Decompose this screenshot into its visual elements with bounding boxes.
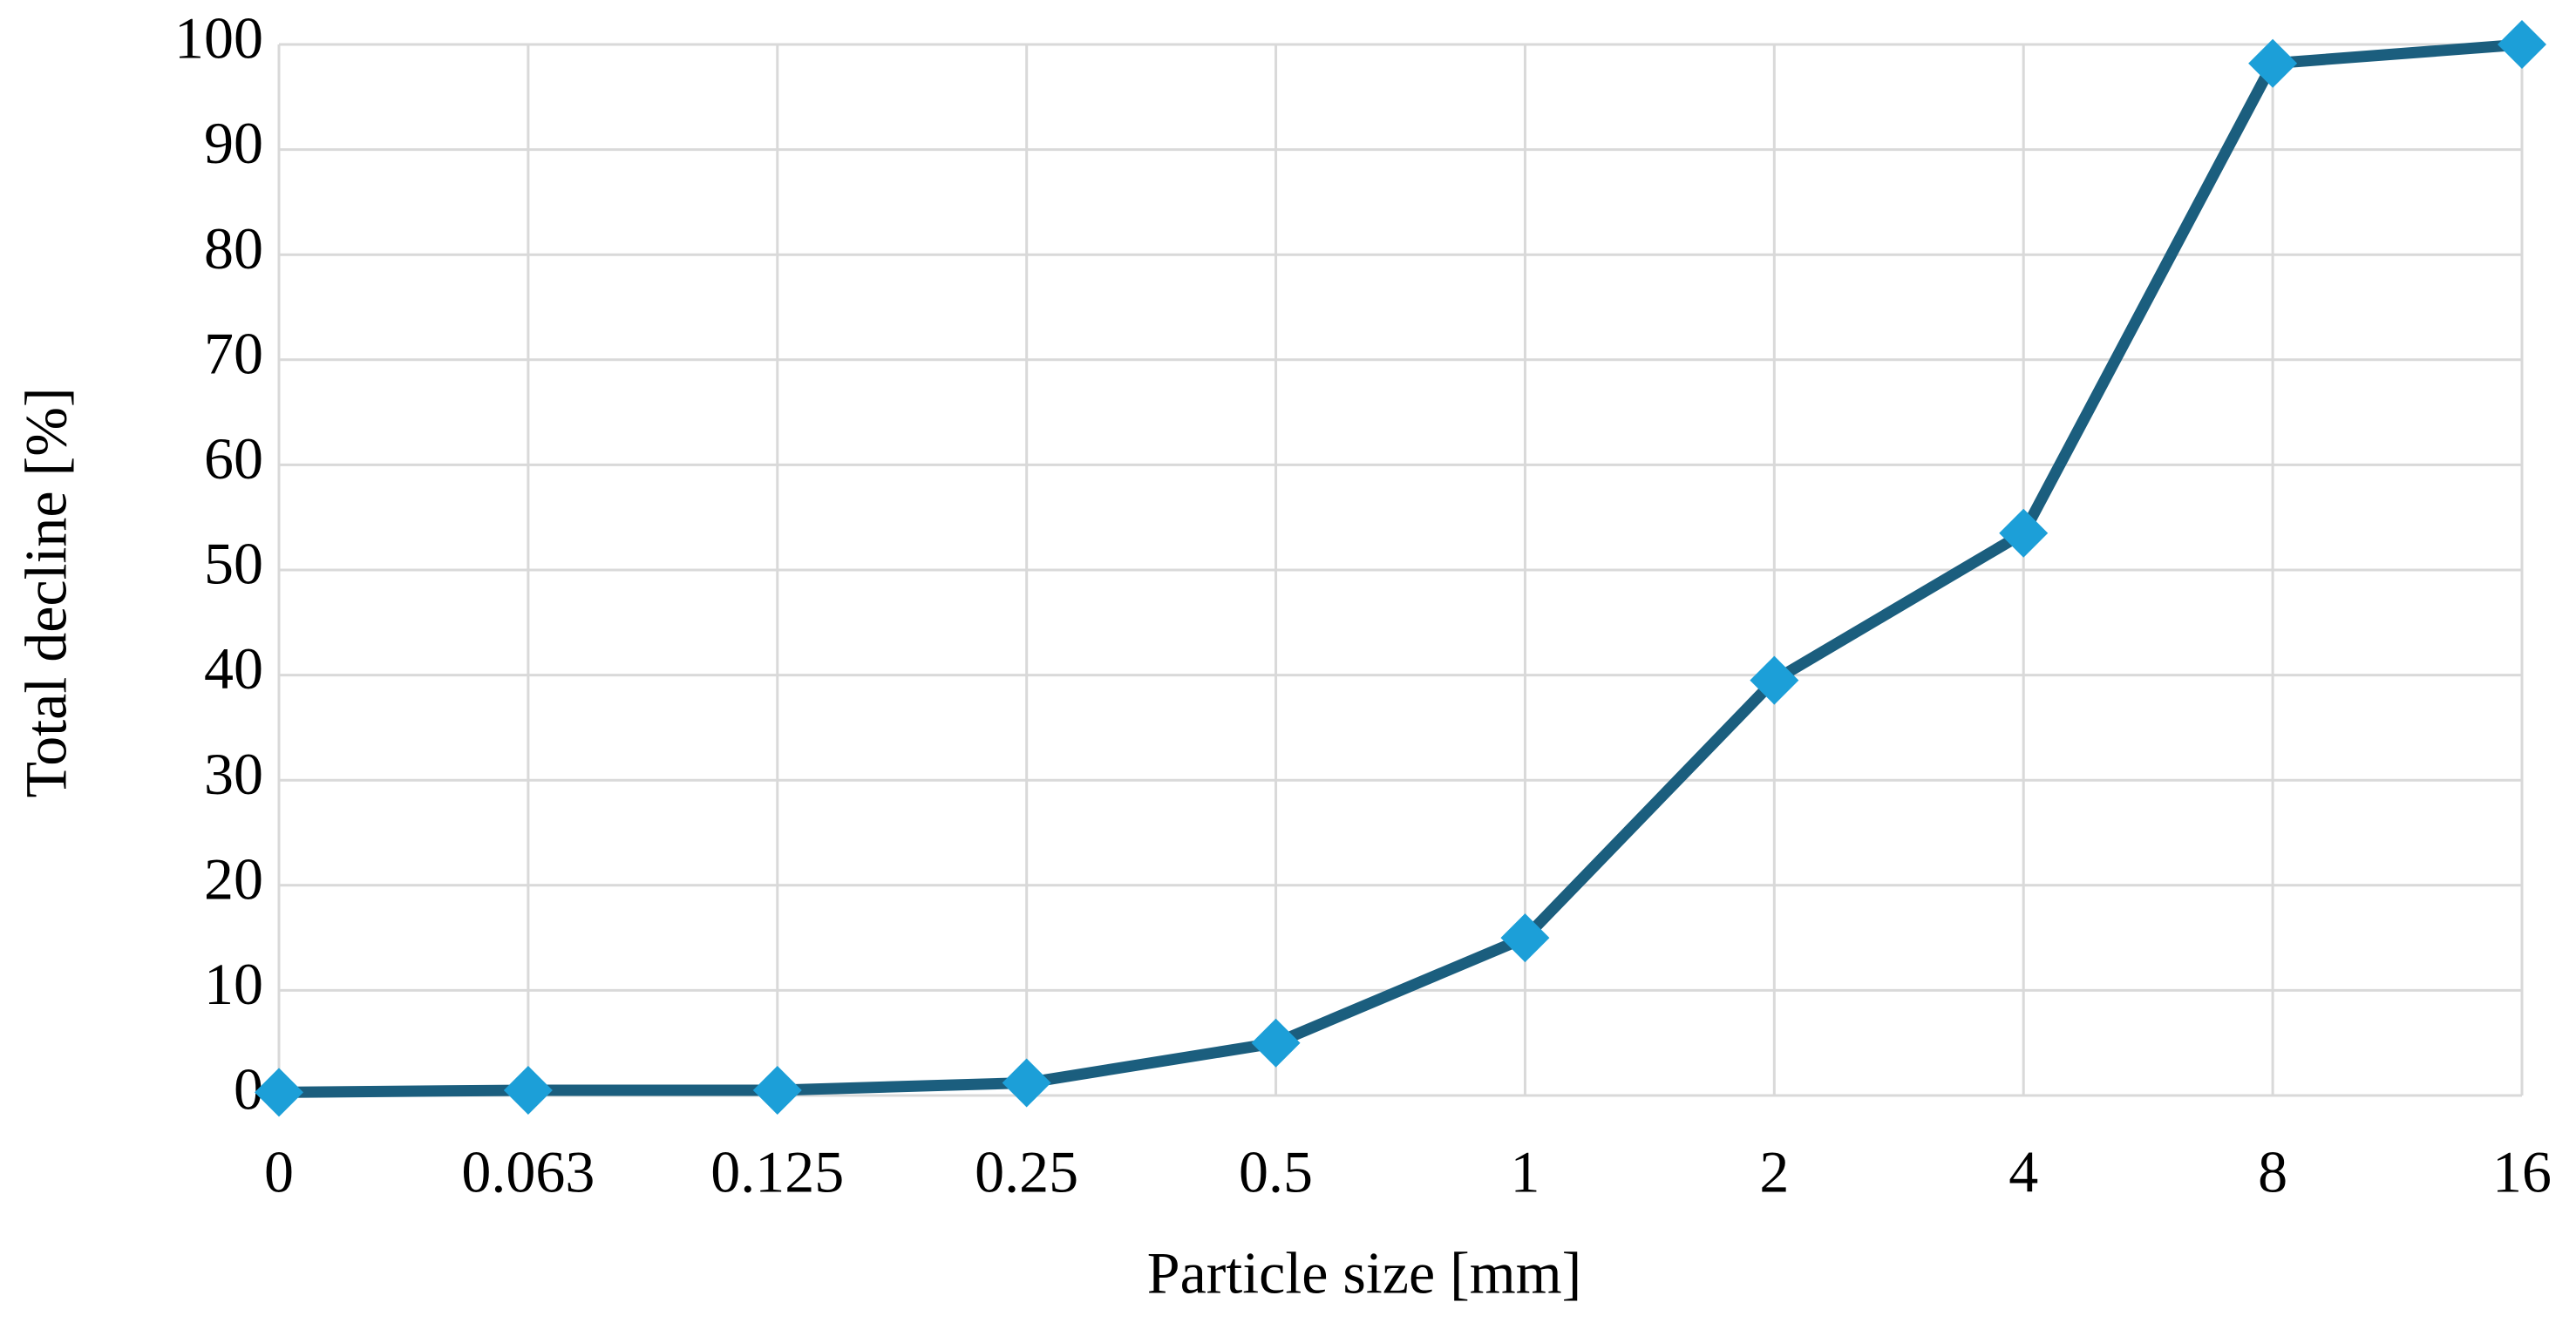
x-tick-label: 1 xyxy=(1510,1139,1539,1205)
y-tick-label: 90 xyxy=(204,110,263,176)
data-marker xyxy=(503,1065,553,1115)
data-marker xyxy=(1750,655,1799,705)
y-tick-label: 50 xyxy=(204,531,263,597)
x-tick-label: 0.063 xyxy=(461,1139,595,1205)
data-line xyxy=(278,38,2523,1098)
data-marker xyxy=(2498,20,2546,69)
data-marker xyxy=(1500,913,1550,963)
y-tick-label: 80 xyxy=(204,215,263,281)
y-tick-label: 60 xyxy=(204,425,263,492)
y-tick-label: 20 xyxy=(204,845,263,912)
x-tick-label: 2 xyxy=(1759,1139,1789,1205)
data-marker xyxy=(2248,38,2298,88)
data-marker xyxy=(255,1068,303,1117)
y-tick-label: 10 xyxy=(204,951,263,1017)
x-axis-title: Particle size [mm] xyxy=(1147,1240,1581,1306)
y-tick-label: 100 xyxy=(174,5,263,71)
data-marker xyxy=(1251,1018,1301,1068)
x-tick-label: 0.125 xyxy=(710,1139,844,1205)
x-tick-label: 16 xyxy=(2492,1139,2552,1205)
y-tick-label: 40 xyxy=(204,635,263,702)
data-marker xyxy=(1999,508,2049,558)
x-tick-label: 0 xyxy=(264,1139,294,1205)
data-marker xyxy=(1002,1058,1051,1108)
y-axis-title: Total decline [%] xyxy=(13,387,79,797)
x-tick-label: 0.25 xyxy=(975,1139,1078,1205)
x-tick-label: 0.5 xyxy=(1239,1139,1313,1205)
y-tick-label: 70 xyxy=(204,320,263,386)
data-marker xyxy=(752,1065,802,1115)
x-tick-label: 8 xyxy=(2258,1139,2287,1205)
x-tick-label: 4 xyxy=(2008,1139,2038,1205)
y-tick-label: 30 xyxy=(204,741,263,807)
